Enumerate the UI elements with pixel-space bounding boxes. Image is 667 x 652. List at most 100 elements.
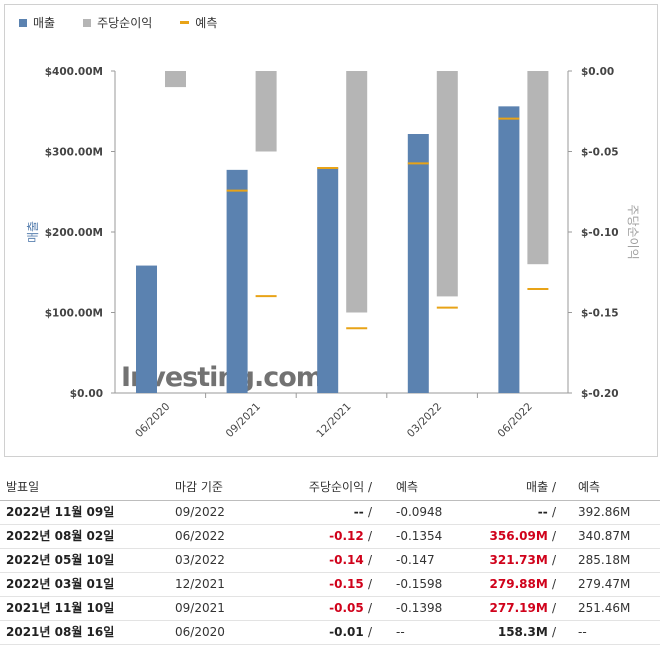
row-period: 09/2021 [175,601,225,615]
header-revenue[interactable]: 매출 / [526,476,556,498]
row-period: 06/2020 [175,625,225,639]
row-eps-value: -0.01 [329,625,364,639]
row-eps-slash: / [367,529,372,543]
row-eps: -0.05 / [329,597,372,620]
row-revenue-slash: / [551,553,556,567]
row-revenue-value: 356.09M [489,529,548,543]
row-period: 12/2021 [175,577,225,591]
row-eps-forecast: -- [396,625,405,639]
row-eps-slash: / [367,577,372,591]
y-left-tick-label: $100.00M [45,308,103,320]
legend-label-revenue: 매출 [33,16,56,30]
revenue-bar [226,169,248,393]
y-right-tick-label: $-0.05 [581,147,619,159]
row-eps-value: -0.14 [329,553,364,567]
eps-bar [436,71,458,297]
table-row: 2022년 11월 09일 09/2022 -- / -0.0948 -- / 392.8… [0,501,660,525]
row-revenue-value: 158.3M [497,625,548,639]
row-eps-slash: / [367,601,372,615]
row-revenue-forecast: 279.47M [578,577,631,591]
eps-bar [527,71,549,265]
row-revenue-forecast: -- [578,625,587,639]
x-tick-label: 09/2021 [224,401,263,440]
row-revenue-value: 321.73M [489,553,548,567]
eps-swatch-icon [83,18,92,27]
x-tick-label: 03/2022 [405,401,444,440]
row-revenue: 321.73M / [490,549,556,572]
y-left-tick-label: $400.00M [45,66,103,78]
row-date: 2022년 08월 02일 [6,529,115,543]
header-eps-slash: / [367,480,372,494]
table-row: 2022년 03월 01일 12/2021 -0.15 / -0.1598 279.88… [0,573,660,597]
header-eps-forecast[interactable]: 예측 [396,480,419,494]
header-revenue-label: 매출 [526,480,549,494]
row-eps: -- / [354,501,372,524]
eps-bar [255,71,277,152]
row-date: 2022년 05월 10일 [6,553,115,567]
revenue-bar [317,167,339,393]
header-eps[interactable]: 주당순이익 / [309,476,372,498]
row-eps-value: -0.15 [329,577,364,591]
y-right-tick-label: $0.00 [581,66,614,78]
y-left-axis-title: 매출 [26,221,40,243]
row-revenue: 356.09M / [490,525,556,548]
chart-legend: 매출 주당순이익 예측 [19,14,217,31]
legend-item-forecast[interactable]: 예측 [180,14,217,31]
legend-label-eps: 주당순이익 [97,16,153,30]
y-right-tick-label: $-0.15 [581,308,619,320]
row-revenue-forecast: 251.46M [578,601,631,615]
revenue-swatch-icon [19,18,27,27]
y-left-tick-label: $300.00M [45,147,103,159]
revenue-bar [136,265,157,393]
row-revenue-value: 277.19M [489,601,548,615]
row-revenue-slash: / [551,601,556,615]
row-period: 06/2022 [175,529,225,543]
row-revenue: 277.19M / [490,597,556,620]
y-right-axis-title: 주당순이익 [626,204,640,259]
row-eps-slash: / [367,625,372,639]
row-revenue-slash: / [551,505,556,519]
row-revenue-slash: / [551,625,556,639]
row-eps-forecast: -0.147 [396,553,435,567]
row-revenue-forecast: 285.18M [578,553,631,567]
table-row: 2021년 11월 10일 09/2021 -0.05 / -0.1398 277.19… [0,597,660,621]
row-eps: -0.12 / [329,525,372,548]
y-left-tick-label: $200.00M [45,227,103,239]
row-eps: -0.14 / [329,549,372,572]
row-revenue-slash: / [551,577,556,591]
row-eps-forecast: -0.1398 [396,601,443,615]
eps-bar [346,71,368,313]
row-revenue-value: -- [537,505,548,519]
row-revenue-slash: / [551,529,556,543]
header-period[interactable]: 마감 기준 [175,480,223,494]
x-tick-label: 06/2022 [495,401,534,440]
row-eps-forecast: -0.0948 [396,505,443,519]
row-revenue-forecast: 392.86M [578,505,631,519]
table-row: 2021년 08월 16일 06/2020 -0.01 / -- 158.3M / -- [0,621,660,645]
row-date: 2022년 11월 09일 [6,505,115,519]
header-revenue-forecast[interactable]: 예측 [578,480,601,494]
forecast-swatch-icon [180,21,190,24]
chart-plot: $0.00 $100.00M $200.00M $300.00M $400.00M $0.… [26,66,640,440]
revenue-bar [407,134,429,393]
row-period: 03/2022 [175,553,225,567]
eps-bar [165,71,186,88]
row-period: 09/2022 [175,505,225,519]
row-revenue: 279.88M / [490,573,556,596]
row-eps-forecast: -0.1354 [396,529,443,543]
row-eps-forecast: -0.1598 [396,577,443,591]
row-date: 2021년 08월 16일 [6,625,115,639]
header-date[interactable]: 발표일 [6,480,40,494]
row-eps-slash: / [367,505,372,519]
row-eps-slash: / [367,553,372,567]
revenue-bar [498,106,520,394]
row-revenue-forecast: 340.87M [578,529,631,543]
table-row: 2022년 05월 10일 03/2022 -0.14 / -0.147 321.73M… [0,549,660,573]
y-left-tick-label: $0.00 [70,388,103,400]
row-eps-value: -0.05 [329,601,364,615]
legend-item-eps[interactable]: 주당순이익 [83,14,152,31]
row-eps: -0.15 / [329,573,372,596]
table-header: 발표일 마감 기준 주당순이익 / 예측 매출 / 예측 [0,476,660,501]
header-revenue-slash: / [551,480,556,494]
legend-item-revenue[interactable]: 매출 [19,14,55,31]
